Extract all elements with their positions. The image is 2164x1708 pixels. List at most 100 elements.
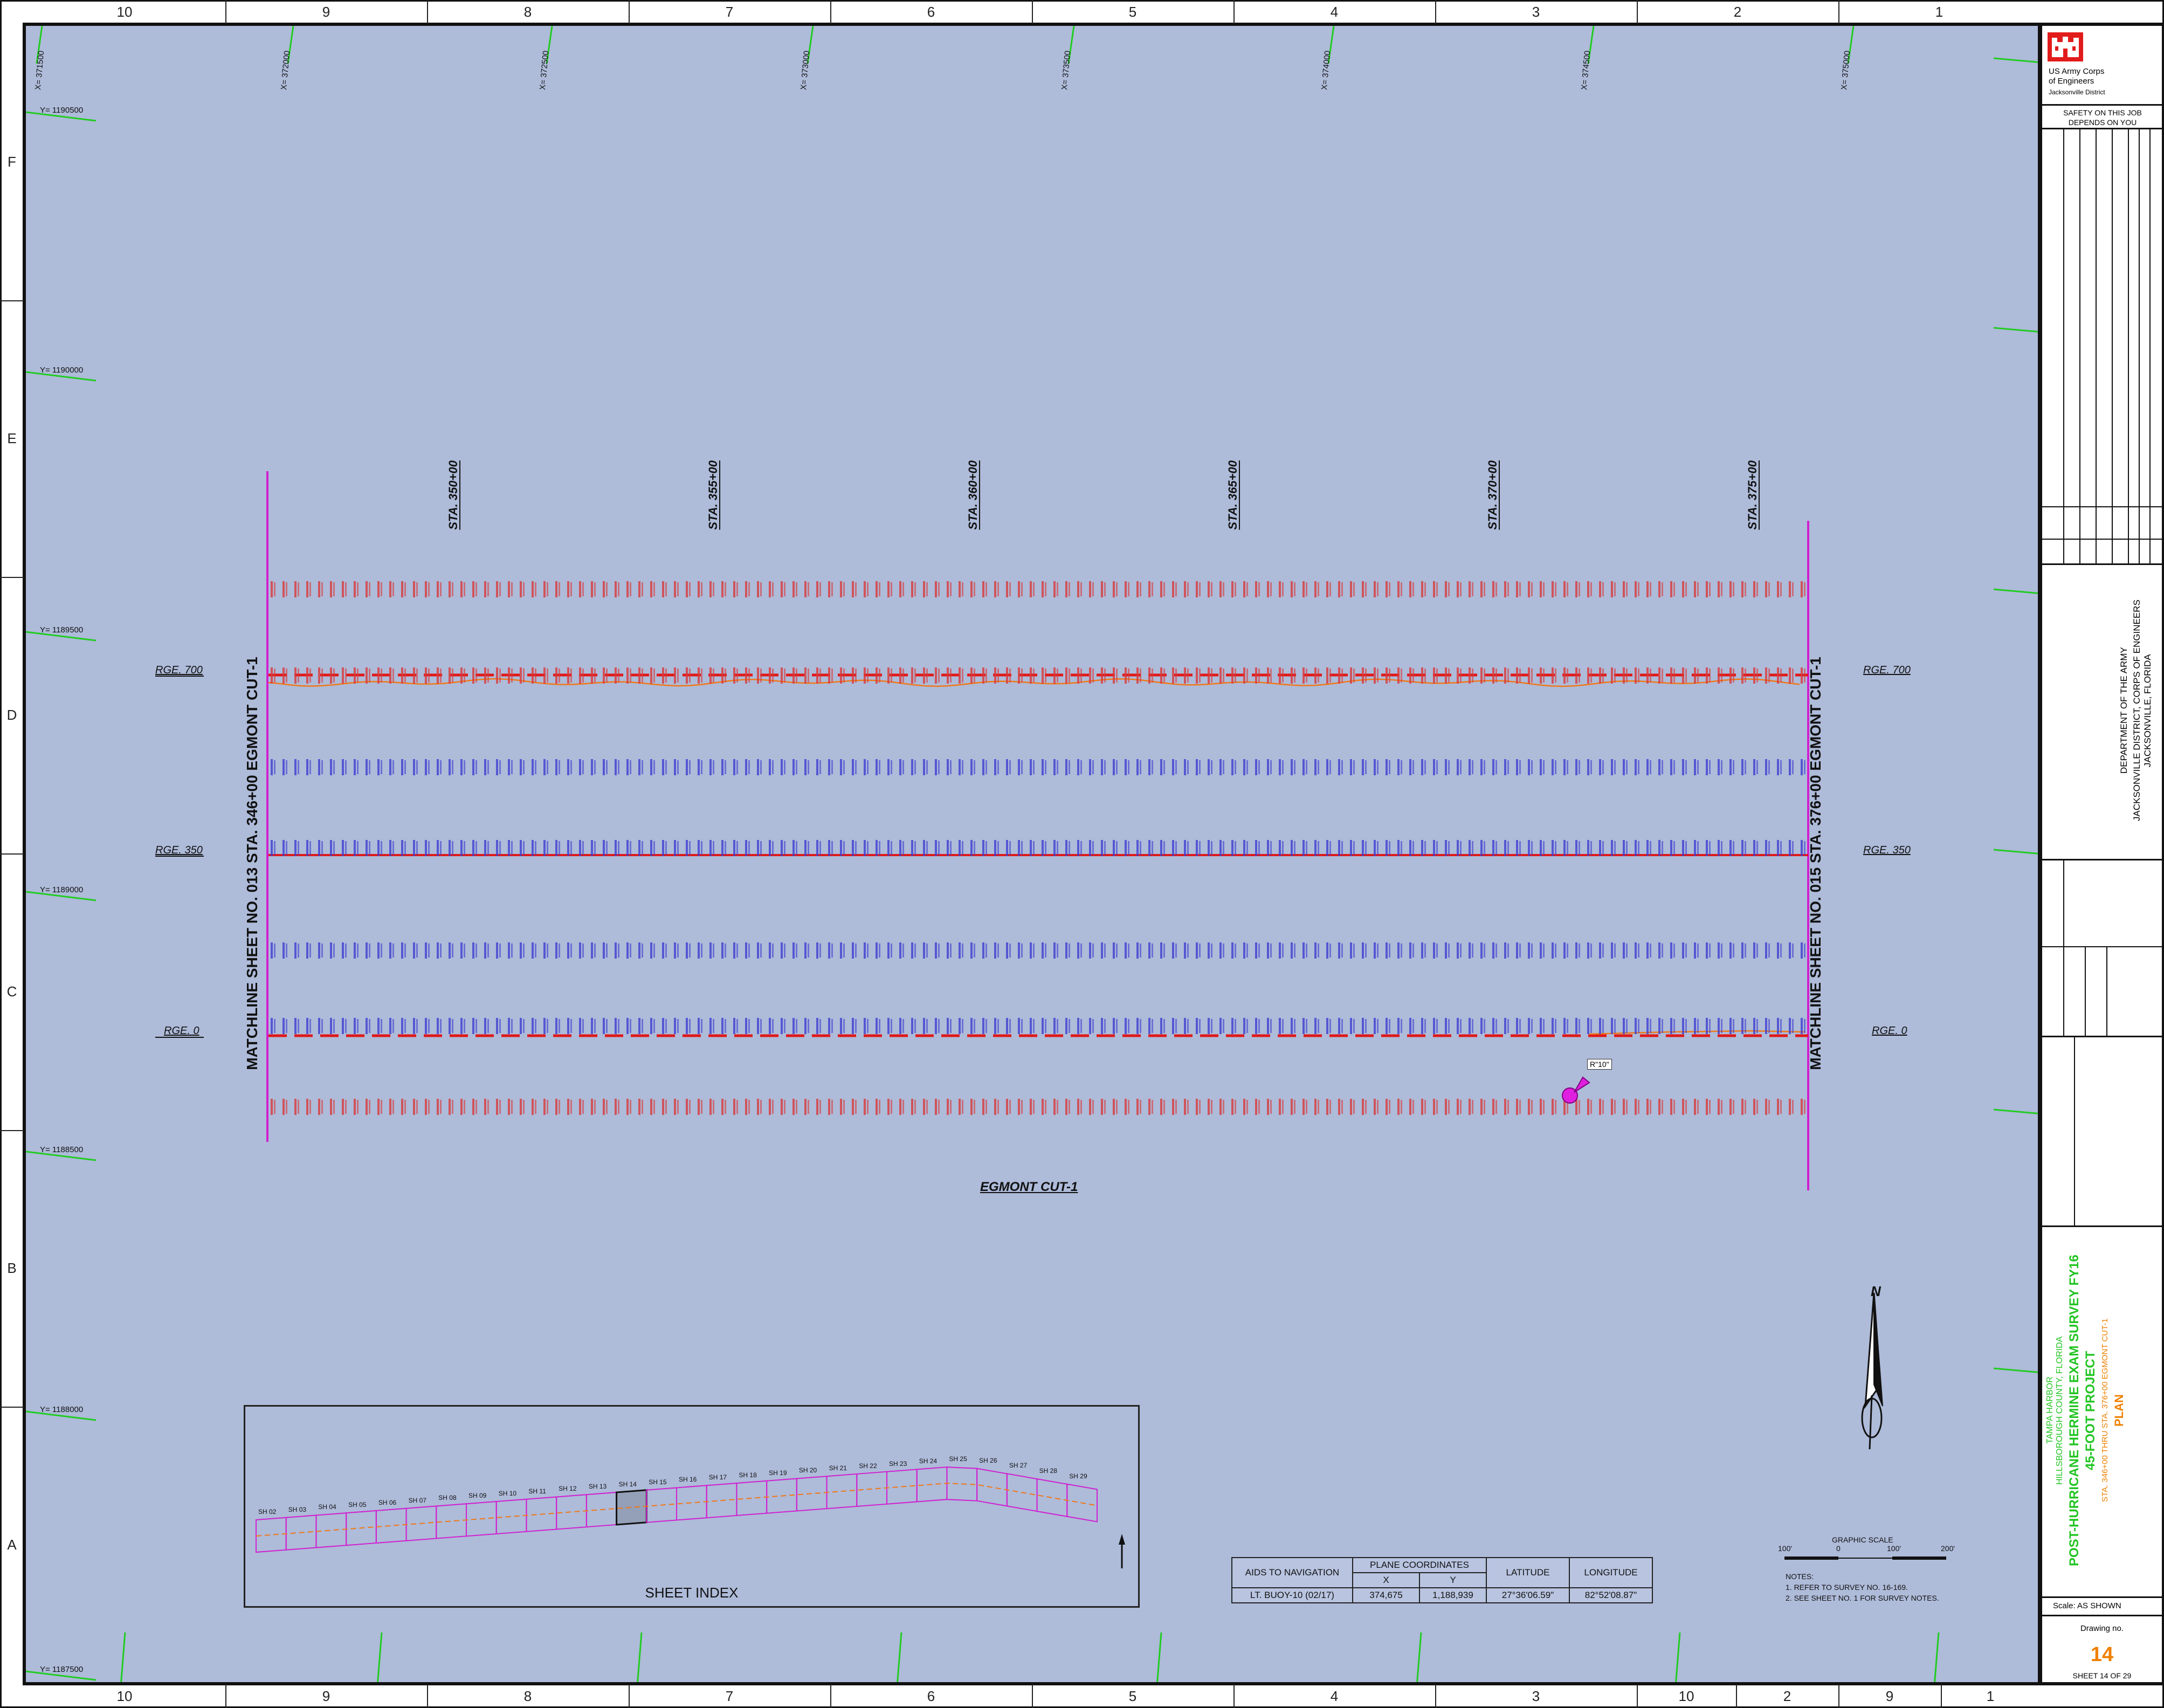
sounding-mark — [1140, 1019, 1141, 1033]
index-north-arrowhead-icon — [1119, 1534, 1125, 1545]
sounding-mark — [650, 581, 652, 597]
sounding-mark — [1258, 582, 1260, 596]
sounding-mark — [852, 759, 854, 775]
sounding-mark — [950, 943, 952, 958]
sounding-mark — [440, 1019, 442, 1033]
agency-name-2: of Engineers — [2049, 77, 2094, 86]
sounding-mark — [831, 669, 833, 683]
sounding-mark — [449, 581, 451, 597]
sounding-mark — [1457, 759, 1459, 775]
sounding-mark — [321, 760, 323, 774]
sounding-mark — [1745, 1100, 1746, 1114]
sounding-mark — [1136, 581, 1139, 597]
sounding-mark — [902, 582, 904, 596]
sounding-mark — [1389, 760, 1390, 774]
sounding-mark — [914, 669, 916, 683]
sounding-mark — [425, 581, 427, 597]
department-block: DEPARTMENT OF THE ARMY JACKSONVILLE DIST… — [2042, 565, 2162, 860]
sounding-mark — [843, 1019, 845, 1033]
dept-line-3: JACKSONVILLE, FLORIDA — [2142, 654, 2153, 767]
plane-coordinates-header: PLANE COORDINATES — [1352, 1557, 1487, 1573]
sounding-mark — [1495, 841, 1497, 855]
sounding-mark — [689, 1019, 691, 1033]
sounding-mark — [1353, 943, 1355, 958]
sounding-mark — [1042, 581, 1044, 597]
sounding-mark — [449, 942, 451, 959]
sounding-mark — [496, 942, 498, 959]
sounding-mark — [345, 943, 347, 958]
sounding-mark — [1306, 943, 1307, 958]
sounding-mark — [1460, 841, 1462, 855]
sounding-mark — [725, 943, 726, 958]
sounding-mark — [985, 943, 987, 958]
sounding-mark — [1575, 840, 1577, 856]
sounding-mark — [914, 943, 916, 958]
sounding-mark — [713, 1100, 714, 1114]
sounding-mark — [271, 667, 273, 684]
sounding-mark — [757, 667, 759, 684]
sheet-index-label: SH 12 — [559, 1485, 577, 1493]
sounding-mark — [523, 943, 525, 958]
sounding-mark — [994, 667, 996, 684]
sounding-mark — [864, 1099, 866, 1115]
sounding-mark — [366, 667, 368, 684]
sounding-mark — [1662, 943, 1663, 958]
sounding-mark — [1326, 942, 1328, 959]
sounding-mark — [523, 669, 525, 683]
sounding-mark — [511, 582, 513, 596]
sounding-mark — [899, 1099, 901, 1115]
sounding-mark — [321, 669, 323, 683]
sounding-mark — [1160, 759, 1162, 775]
sounding-mark — [855, 1100, 857, 1114]
sounding-mark — [1733, 1100, 1734, 1114]
sounding-mark — [369, 760, 370, 774]
sounding-mark — [499, 760, 501, 774]
sounding-mark — [318, 942, 320, 959]
sounding-mark — [1658, 759, 1660, 775]
sounding-mark — [1436, 841, 1438, 855]
sounding-mark — [1386, 759, 1388, 775]
sounding-mark — [1318, 943, 1319, 958]
sounding-mark — [579, 581, 581, 597]
sounding-mark — [626, 1099, 629, 1115]
sounding-mark — [496, 840, 498, 856]
sounding-mark — [1504, 840, 1506, 856]
sounding-mark — [1196, 1099, 1198, 1115]
sounding-mark — [852, 667, 854, 684]
sounding-mark — [1018, 1018, 1020, 1034]
sounding-mark — [1255, 942, 1257, 959]
sounding-mark — [1089, 759, 1091, 775]
sounding-mark — [1718, 1018, 1720, 1034]
sounding-mark — [318, 840, 320, 856]
sounding-mark — [899, 1018, 901, 1034]
sounding-mark — [1069, 1100, 1070, 1114]
sounding-mark — [1543, 582, 1545, 596]
sounding-mark — [1053, 1099, 1056, 1115]
column-tick — [1838, 1684, 1839, 1708]
sounding-mark — [1424, 1019, 1426, 1033]
sounding-mark — [1507, 943, 1509, 958]
sounding-mark — [1587, 759, 1589, 775]
sounding-mark — [520, 840, 522, 856]
sounding-mark — [484, 667, 486, 684]
sounding-mark — [1113, 840, 1115, 856]
graphic-scale-tick-2: 100' — [1887, 1544, 1901, 1553]
sounding-mark — [1718, 667, 1720, 684]
sounding-mark — [1377, 582, 1379, 596]
sounding-mark — [864, 759, 866, 775]
sounding-mark — [1670, 667, 1672, 684]
sounding-mark — [665, 841, 667, 855]
sounding-mark — [959, 1018, 961, 1034]
sounding-mark — [615, 667, 617, 684]
sounding-mark — [1469, 1099, 1471, 1115]
sounding-mark — [1116, 943, 1118, 958]
sounding-mark — [709, 942, 712, 959]
sounding-mark — [1504, 1018, 1506, 1034]
sounding-mark — [887, 942, 890, 959]
scale-block: Scale: AS SHOWN — [2042, 1598, 2162, 1616]
sounding-mark — [1792, 760, 1794, 774]
sounding-mark — [1125, 667, 1127, 684]
sounding-mark — [1152, 1019, 1153, 1033]
sounding-mark — [520, 1099, 522, 1115]
sounding-mark — [1338, 1018, 1340, 1034]
